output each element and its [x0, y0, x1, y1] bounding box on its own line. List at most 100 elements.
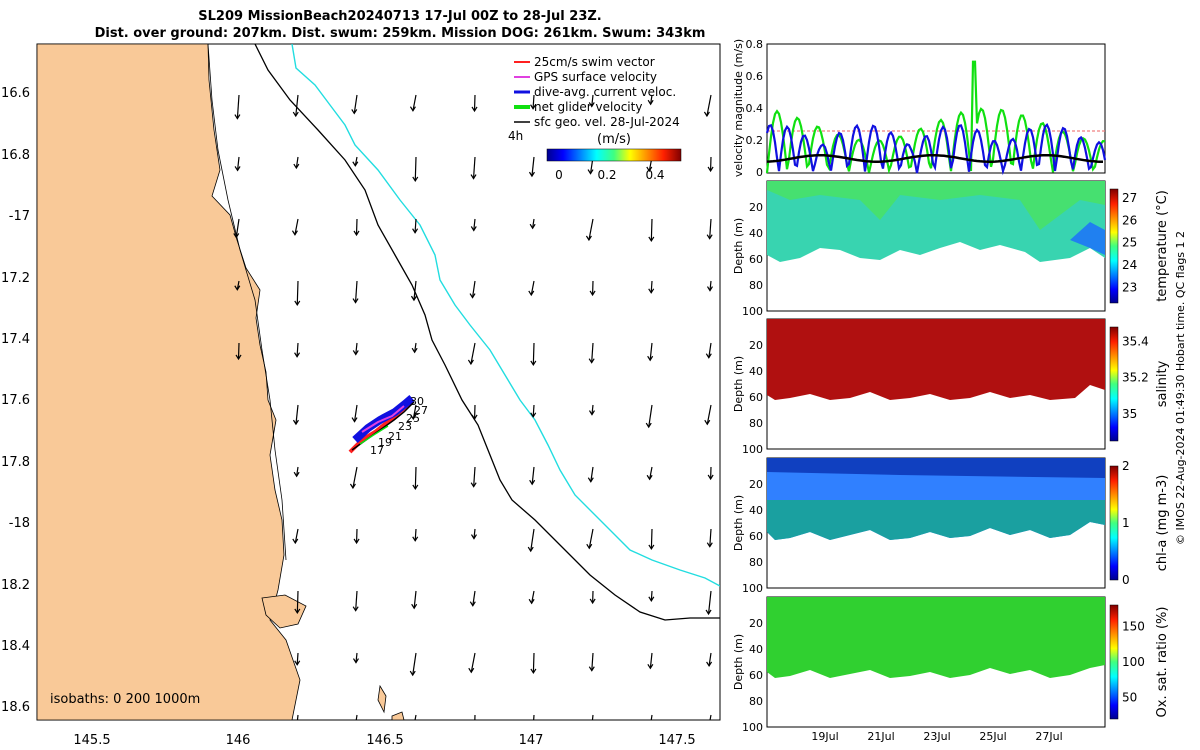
time-tick: 27Jul [1035, 730, 1062, 743]
colorbar-tick: 26 [1122, 213, 1137, 227]
geo-velocity-arrow [235, 218, 240, 238]
geo-velocity-arrowhead [648, 288, 655, 294]
geo-velocity-arrow [532, 218, 535, 229]
geo-velocity-arrowhead [411, 603, 418, 610]
geo-velocity-arrowhead [705, 609, 712, 616]
sfc-geo-velocity-arrows [233, 94, 714, 738]
colorbar-tick: 150 [1122, 619, 1145, 633]
track-day-label: 19 [378, 436, 392, 449]
temperature-cool-patch [1070, 222, 1105, 255]
geo-velocity-arrowhead [588, 666, 595, 672]
geo-velocity-arrow [708, 342, 712, 358]
current-velocity-line [765, 122, 1107, 176]
depth-tick: 100 [742, 443, 763, 456]
geo-velocity-arrowhead [352, 606, 359, 612]
geo-velocity-arrowhead [528, 171, 535, 178]
geo-velocity-arrow [648, 404, 653, 428]
geo-velocity-arrow [591, 94, 594, 107]
scale-label: 4h [508, 129, 523, 143]
geo-velocity-arrowhead [647, 355, 654, 362]
geo-velocity-arrowhead [648, 236, 655, 243]
map-y-tick: 18.2 [1, 578, 30, 593]
geo-velocity-arrow [296, 714, 299, 720]
colorbar-tick: 0 [555, 168, 563, 182]
geo-velocity-arrow [355, 714, 358, 720]
colorbar-label: chl-a (mg m-3) [1155, 475, 1170, 572]
geo-velocity-arrowhead [528, 598, 535, 605]
geo-velocity-arrowhead [706, 542, 713, 548]
depth-tick: 100 [742, 721, 763, 734]
depth-tick: 20 [749, 478, 763, 491]
geo-velocity-arrowhead [470, 534, 477, 540]
geo-velocity-arrowhead [531, 721, 536, 725]
geo-velocity-arrowhead [294, 728, 299, 732]
geo-velocity-arrowhead [705, 728, 710, 732]
geo-velocity-arrowhead [412, 176, 419, 183]
geo-velocity-arrow [650, 94, 653, 105]
geo-velocity-arrowhead [294, 352, 301, 358]
geo-velocity-arrowhead [588, 734, 593, 738]
geo-velocity-arrowhead [292, 419, 299, 426]
section-panels [766, 180, 1119, 728]
smoothed-velocity-line [766, 154, 1103, 163]
geo-velocity-arrow [709, 714, 712, 720]
colorbar-tick: 0.4 [645, 168, 664, 182]
map-y-tick: 17.4 [1, 332, 30, 347]
velocity-y-label: velocity magnitude (m/s) [732, 39, 745, 177]
figure-title-line2: Dist. over ground: 207km. Dist. swum: 25… [94, 26, 706, 41]
track-day-label: 25 [406, 412, 420, 425]
geo-velocity-arrow [353, 404, 358, 422]
depth-axis-label: Depth (m) [732, 356, 745, 412]
geo-velocity-arrowhead [647, 99, 654, 106]
geo-velocity-arrow [708, 652, 712, 666]
map-y-tick: 18.6 [1, 700, 30, 715]
colorbar-title: (m/s) [597, 132, 631, 147]
colorbar-label: Ox. sat. ratio (%) [1155, 607, 1170, 718]
colorbar-tick: 25 [1122, 236, 1137, 250]
geo-velocity-arrowhead [589, 598, 596, 605]
map-y-tick: 18.4 [1, 639, 30, 654]
geo-velocity-arrow [473, 218, 476, 231]
geo-velocity-arrow [414, 528, 417, 541]
geo-velocity-arrowhead [352, 298, 359, 304]
geo-velocity-arrowhead [293, 163, 300, 170]
map-y-tick: -17 [9, 209, 30, 224]
geo-velocity-arrowhead [588, 102, 595, 108]
depth-tick: 20 [749, 201, 763, 214]
depth-tick: 60 [749, 530, 763, 543]
geo-velocity-arrowhead [352, 350, 359, 356]
temperature-warm-layer [767, 181, 1105, 230]
geo-velocity-arrow [355, 342, 358, 355]
geo-velocity-arrow [530, 280, 535, 296]
geo-velocity-arrowhead [234, 285, 241, 291]
geo-velocity-arrow [530, 528, 535, 552]
geo-velocity-arrow [706, 404, 712, 425]
geo-velocity-arrowhead [529, 479, 536, 486]
geo-velocity-arrowhead [472, 723, 477, 727]
geo-velocity-arrow [588, 218, 594, 241]
geo-velocity-arrow [706, 94, 712, 117]
colorbar-label: salinity [1155, 360, 1170, 407]
legend-label-current: dive-avg. current veloc. [534, 85, 676, 99]
geo-velocity-arrowhead [233, 233, 240, 239]
colorbar-tick: 35.4 [1122, 334, 1149, 348]
map-y-tick: 17.2 [1, 271, 30, 286]
geo-velocity-arrowhead [409, 106, 416, 112]
isobath-200 [254, 44, 720, 621]
colorbar-tick: 2 [1122, 459, 1130, 473]
chla-panel [766, 457, 1119, 589]
geo-velocity-arrow [649, 342, 653, 361]
geo-velocity-arrowhead [528, 290, 535, 297]
chla-deep-band [767, 500, 1105, 540]
geo-velocity-arrow [650, 280, 653, 293]
geo-velocity-arrowhead [706, 661, 713, 668]
geo-velocity-arrow [296, 466, 299, 477]
geo-velocity-arrow [414, 466, 417, 489]
map-x-tick: 146 [226, 733, 251, 748]
geo-velocity-arrowhead [411, 347, 418, 354]
geo-velocity-arrow [591, 714, 594, 720]
velocity-y-tick: 0.4 [746, 102, 764, 115]
oxygen-field [767, 597, 1105, 678]
chla-colorbar [1109, 465, 1119, 581]
